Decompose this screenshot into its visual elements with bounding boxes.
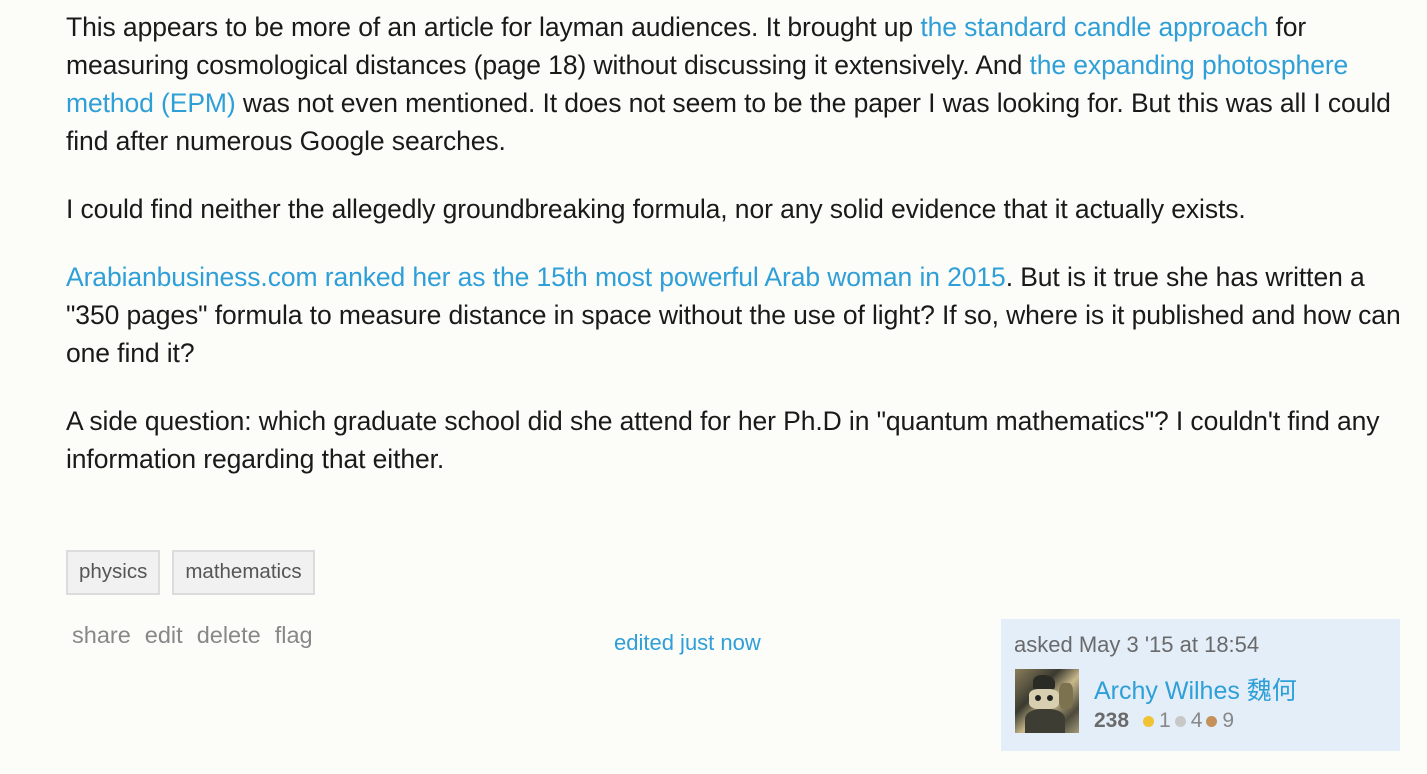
paragraph-3: Arabianbusiness.com ranked her as the 15…	[66, 258, 1406, 372]
reputation-badges: 238 1 4 9	[1094, 709, 1234, 733]
epm-link[interactable]: the expanding photosphere method (EPM)	[66, 50, 1349, 118]
paragraph-text: for measuring cosmological distances (pa…	[66, 12, 1307, 80]
tag-mathematics[interactable]: mathematics	[172, 550, 315, 595]
standard-candle-link[interactable]: the standard candle approach	[920, 12, 1269, 42]
arabianbusiness-link[interactable]: Arabianbusiness.com ranked her as the 15…	[66, 262, 1006, 292]
asked-timestamp: asked May 3 '15 at 18:54	[1014, 632, 1260, 657]
bronze-badge-icon	[1206, 715, 1218, 727]
delete-link[interactable]: delete	[196, 622, 261, 648]
paragraph-text: was not even mentioned. It does not seem…	[66, 88, 1391, 156]
post-actions: share edit delete flag	[72, 622, 313, 649]
owner-signature: asked May 3 '15 at 18:54 Archy Wilhes 魏何…	[1001, 619, 1400, 751]
avatar[interactable]	[1015, 669, 1079, 733]
silver-badge-count: 4	[1190, 709, 1203, 732]
question-body: This appears to be more of an article fo…	[66, 8, 1406, 508]
edited-link[interactable]: edited just now	[614, 630, 761, 655]
tag-physics[interactable]: physics	[66, 550, 161, 595]
reputation-score: 238	[1094, 709, 1130, 732]
paragraph-text: This appears to be more of an article fo…	[66, 12, 921, 42]
gold-badge-icon	[1143, 715, 1155, 727]
user-name-link[interactable]: Archy Wilhes 魏何	[1094, 677, 1297, 705]
share-link[interactable]: share	[72, 622, 131, 648]
bronze-badge-count: 9	[1222, 709, 1235, 732]
tag-list: physics mathematics	[66, 550, 315, 595]
paragraph-4: A side question: which graduate school d…	[66, 406, 1380, 474]
flag-link[interactable]: flag	[274, 622, 313, 648]
paragraph-1: This appears to be more of an article fo…	[66, 8, 1406, 160]
silver-badge-icon	[1174, 715, 1186, 727]
paragraph-2: I could find neither the allegedly groun…	[66, 194, 1246, 224]
gold-badge-count: 1	[1159, 709, 1171, 732]
edit-link[interactable]: edit	[144, 622, 183, 648]
paragraph-text: . But is it true she has written a "350 …	[66, 262, 1401, 368]
